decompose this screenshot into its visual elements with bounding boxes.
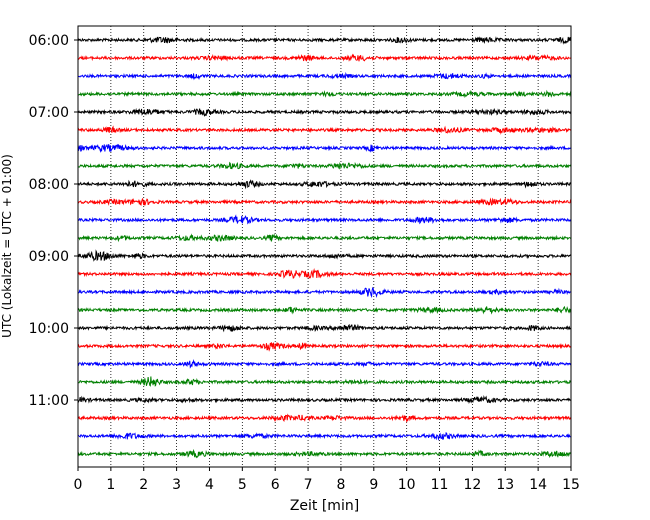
- trace-line: [77, 197, 572, 206]
- x-tick-label: 14: [529, 477, 547, 493]
- x-tick-label: 12: [463, 477, 481, 493]
- trace-line: [77, 268, 572, 280]
- x-tick-label: 10: [398, 477, 416, 493]
- x-tick-label: 0: [74, 477, 83, 493]
- y-tick-label: 10:00: [29, 321, 69, 337]
- x-tick-label: 7: [304, 477, 313, 493]
- x-tick-label: 3: [172, 477, 181, 493]
- x-tick-label: 5: [238, 477, 247, 493]
- x-tick-label: 6: [271, 477, 280, 493]
- trace-line: [77, 448, 572, 459]
- x-tick-label: 4: [205, 477, 214, 493]
- x-tick-label: 8: [336, 477, 345, 493]
- x-tick-label: 11: [431, 477, 449, 493]
- trace-line: [77, 161, 572, 170]
- trace-line: [77, 249, 572, 262]
- trace-line: [77, 376, 572, 387]
- trace-line: [77, 323, 572, 333]
- trace-line: [77, 233, 572, 243]
- x-tick-label: 2: [139, 477, 148, 493]
- trace-line: [77, 125, 572, 135]
- y-tick-label: 08:00: [29, 177, 69, 193]
- y-axis-label: UTC (Lokalzeit = UTC + 01:00): [0, 154, 14, 338]
- trace-line: [77, 53, 572, 62]
- trace-line: [77, 305, 572, 315]
- trace-line: [77, 107, 572, 117]
- trace-line: [77, 359, 572, 369]
- trace-line: [77, 71, 572, 81]
- trace-line: [78, 341, 572, 352]
- x-tick-label: 1: [106, 477, 115, 493]
- trace-line: [77, 143, 572, 154]
- x-tick-label: 13: [496, 477, 514, 493]
- x-axis-ticks: 0 1 2 3 4 5 6 7 8 9 10 11 12 13 14 15: [74, 467, 580, 493]
- trace-line: [77, 395, 572, 404]
- y-tick-label: 07:00: [29, 105, 69, 121]
- trace-line: [77, 214, 572, 225]
- y-tick-label: 06:00: [29, 33, 69, 49]
- trace-line: [77, 36, 572, 45]
- plot-frame: [77, 25, 572, 468]
- y-tick-label: 11:00: [29, 393, 69, 409]
- trace-line: [77, 179, 572, 190]
- x-axis-label: Zeit [min]: [290, 498, 359, 514]
- trace-lines: [77, 36, 572, 459]
- trace-line: [77, 286, 572, 299]
- x-tick-label: 15: [562, 477, 580, 493]
- trace-line: [77, 413, 572, 423]
- trace-line: [77, 432, 572, 441]
- y-axis-ticks: 06:00 07:00 08:00 09:00 10:00 11:00: [29, 33, 78, 409]
- trace-line: [77, 89, 572, 99]
- x-tick-label: 9: [369, 477, 378, 493]
- y-tick-label: 09:00: [29, 249, 69, 265]
